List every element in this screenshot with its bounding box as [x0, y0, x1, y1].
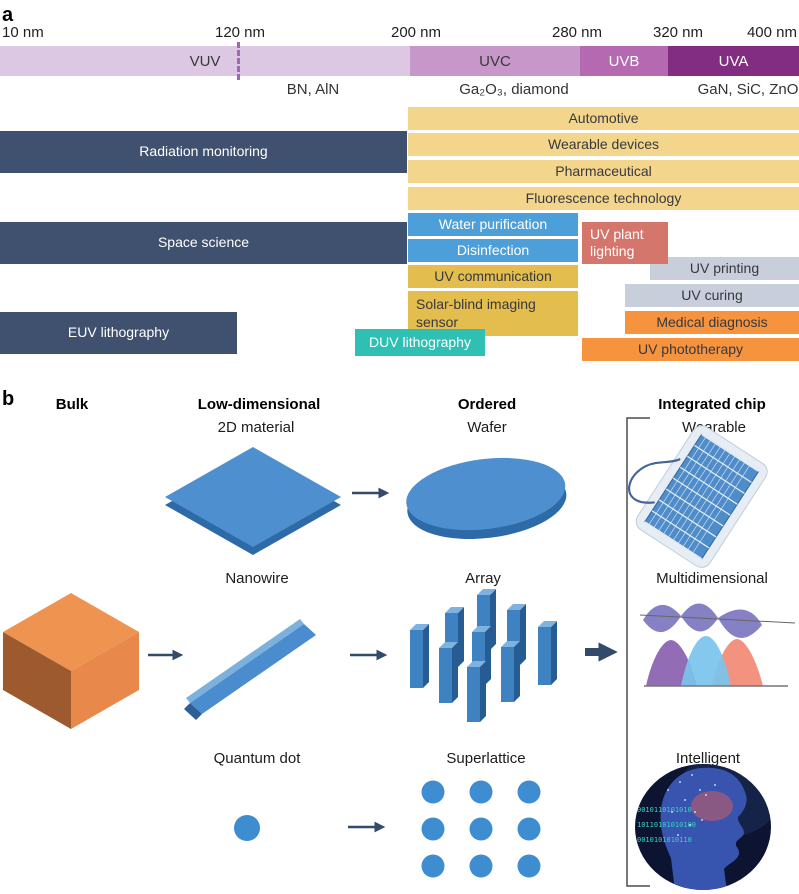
sparkle-dots — [667, 774, 716, 836]
label-nanowire: Nanowire — [225, 570, 289, 587]
label-superlattice: Superlattice — [446, 750, 526, 767]
panel-b-label: b — [2, 388, 15, 410]
brain-region — [691, 791, 733, 821]
bulk-cube-illustration — [3, 593, 139, 729]
app-bar-automotive: Automotive — [408, 107, 799, 130]
nanowire-illustration — [184, 619, 316, 720]
intelligent-chip-illustration: 0010110101010 10110101010100 00101010101… — [635, 764, 771, 890]
band-uvc: UVC — [410, 46, 580, 76]
band-vuv: VUV — [0, 46, 410, 76]
column-header-ordered: Ordered — [457, 396, 517, 413]
column-header-bulk: Bulk — [55, 396, 89, 413]
wavelength-tick-280-nm: 280 nm — [551, 24, 603, 41]
wavelength-tick-10-nm: 10 nm — [2, 24, 44, 41]
label-array: Array — [465, 570, 501, 587]
vuv-dashed-divider — [237, 42, 240, 80]
app-bar-water-purification: Water purification — [408, 213, 578, 236]
material-label-bn-aln: BN, AlN — [286, 81, 340, 98]
app-bar-pharmaceutical: Pharmaceutical — [408, 160, 799, 183]
wearable-chip-illustration — [628, 425, 768, 568]
array-illustration — [410, 589, 557, 722]
quantum-dot-illustration — [234, 815, 260, 841]
material-label-gan-sic-zno: GaN, SiC, ZnO — [697, 81, 799, 98]
binary-text: 10110101010100 — [637, 821, 696, 829]
multidimensional-illustration — [639, 603, 796, 687]
app-bar-uv-printing: UV printing — [650, 257, 799, 280]
label-2d-material: 2D material — [217, 419, 295, 436]
wavelength-tick-320-nm: 320 nm — [652, 24, 704, 41]
app-bar-fluorescence-technology: Fluorescence technology — [408, 187, 799, 210]
wafer-illustration — [406, 457, 567, 540]
app-bar-disinfection: Disinfection — [408, 239, 578, 262]
app-bar-uv-curing: UV curing — [625, 284, 799, 307]
app-bar-uv-phototherapy: UV phototherapy — [582, 338, 799, 361]
label-multidimensional: Multidimensional — [656, 570, 768, 587]
app-bar-euv-lithography: EUV lithography — [0, 312, 237, 354]
app-bar-uv-plant-lighting: UV plant lighting — [582, 222, 668, 264]
wavelength-tick-400-nm: 400 nm — [746, 24, 797, 41]
column-header-integrated-chip: Integrated chip — [658, 396, 766, 413]
band-uva: UVA — [668, 46, 799, 76]
2d-material-illustration — [165, 447, 341, 555]
wavelength-tick-200-nm: 200 nm — [390, 24, 442, 41]
band-uvb: UVB — [580, 46, 668, 76]
superlattice-illustration — [421, 780, 541, 878]
panel-a-label: a — [2, 4, 14, 26]
app-bar-solar-blind-imaging-sensor: Solar-blind imaging sensor — [408, 291, 578, 336]
binary-text: 0010110101010 — [637, 806, 692, 814]
label-wafer: Wafer — [467, 419, 507, 436]
spectrum-bar: VUV UVC UVB UVA — [0, 46, 799, 76]
material-label-ga-o-diamond: Ga₂O₃, diamond — [459, 81, 569, 98]
app-bar-wearable-devices: Wearable devices — [408, 133, 799, 156]
integrated-chip-bracket — [626, 417, 650, 887]
app-bar-space-science: Space science — [0, 222, 407, 264]
column-header-low-dimensional: Low-dimensional — [197, 396, 321, 413]
wavelength-axis: 10 nm 120 nm 200 nm 280 nm 320 nm 400 nm — [0, 24, 799, 42]
label-intelligent: Intelligent — [675, 750, 741, 767]
wearable-wire — [628, 458, 681, 504]
label-quantum-dot: Quantum dot — [213, 750, 301, 767]
app-bar-radiation-monitoring: Radiation monitoring — [0, 131, 407, 173]
app-bar-medical-diagnosis: Medical diagnosis — [625, 311, 799, 334]
app-bar-uv-communication: UV communication — [408, 265, 578, 288]
binary-text: 0010101010110 — [637, 836, 692, 844]
wavelength-tick-120-nm: 120 nm — [214, 24, 266, 41]
app-bar-duv-lithography: DUV lithography — [355, 329, 485, 356]
panel-b-graphics: 0010110101010 10110101010100 00101010101… — [3, 417, 796, 890]
